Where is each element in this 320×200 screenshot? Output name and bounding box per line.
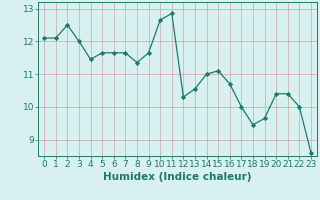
X-axis label: Humidex (Indice chaleur): Humidex (Indice chaleur) [103,172,252,182]
